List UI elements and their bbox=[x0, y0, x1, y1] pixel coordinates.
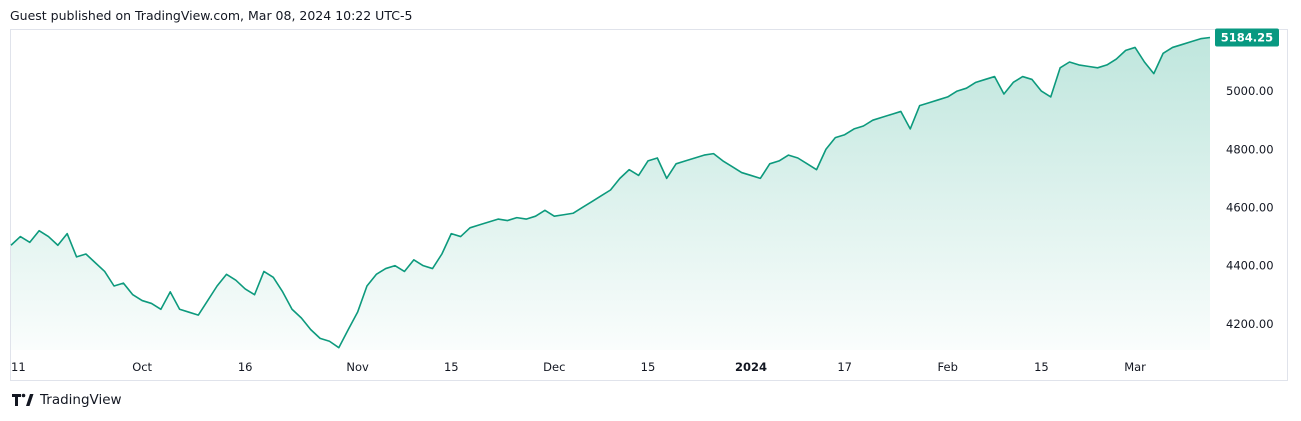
price-line bbox=[10, 36, 1211, 349]
y-tick-label: 4200.00 bbox=[1226, 317, 1274, 331]
y-tick-label: 5000.00 bbox=[1226, 84, 1274, 98]
last-price-badge-bg bbox=[1215, 28, 1279, 47]
y-tick-label: 4800.00 bbox=[1226, 142, 1274, 156]
y-tick-label: 4600.00 bbox=[1226, 200, 1274, 214]
x-tick-label: Nov bbox=[346, 360, 369, 374]
footer-brand: TradingView bbox=[12, 392, 122, 408]
x-tick-label: Mar bbox=[1124, 360, 1146, 374]
x-tick-label: 11 bbox=[11, 360, 26, 374]
x-tick-label: 16 bbox=[238, 360, 253, 374]
x-tick-label: 17 bbox=[837, 360, 852, 374]
x-tick-label: 2024 bbox=[735, 360, 767, 374]
y-tick-label: 4400.00 bbox=[1226, 259, 1274, 273]
x-tick-label: Feb bbox=[938, 360, 958, 374]
x-tick-label: 15 bbox=[1034, 360, 1049, 374]
price-area-fill bbox=[11, 37, 1210, 351]
x-tick-label: 15 bbox=[641, 360, 656, 374]
y-axis: 4200.00 4400.00 4600.00 4800.00 5000.00 bbox=[1226, 84, 1274, 331]
x-axis: 11 Oct 16 Nov 15 Dec 15 2024 17 Feb 15 Mar bbox=[11, 360, 1146, 374]
x-tick-label: 15 bbox=[444, 360, 459, 374]
tradingview-logo-icon bbox=[12, 393, 34, 406]
publish-info: Guest published on TradingView.com, Mar … bbox=[10, 8, 413, 23]
x-tick-label: Oct bbox=[132, 360, 152, 374]
chart-frame bbox=[10, 29, 1288, 381]
last-price-label: 5184.25 bbox=[1221, 30, 1273, 44]
x-tick-label: Dec bbox=[543, 360, 565, 374]
last-price-badge: 5184.25 bbox=[1215, 28, 1279, 47]
footer-brand-label: TradingView bbox=[40, 392, 122, 408]
